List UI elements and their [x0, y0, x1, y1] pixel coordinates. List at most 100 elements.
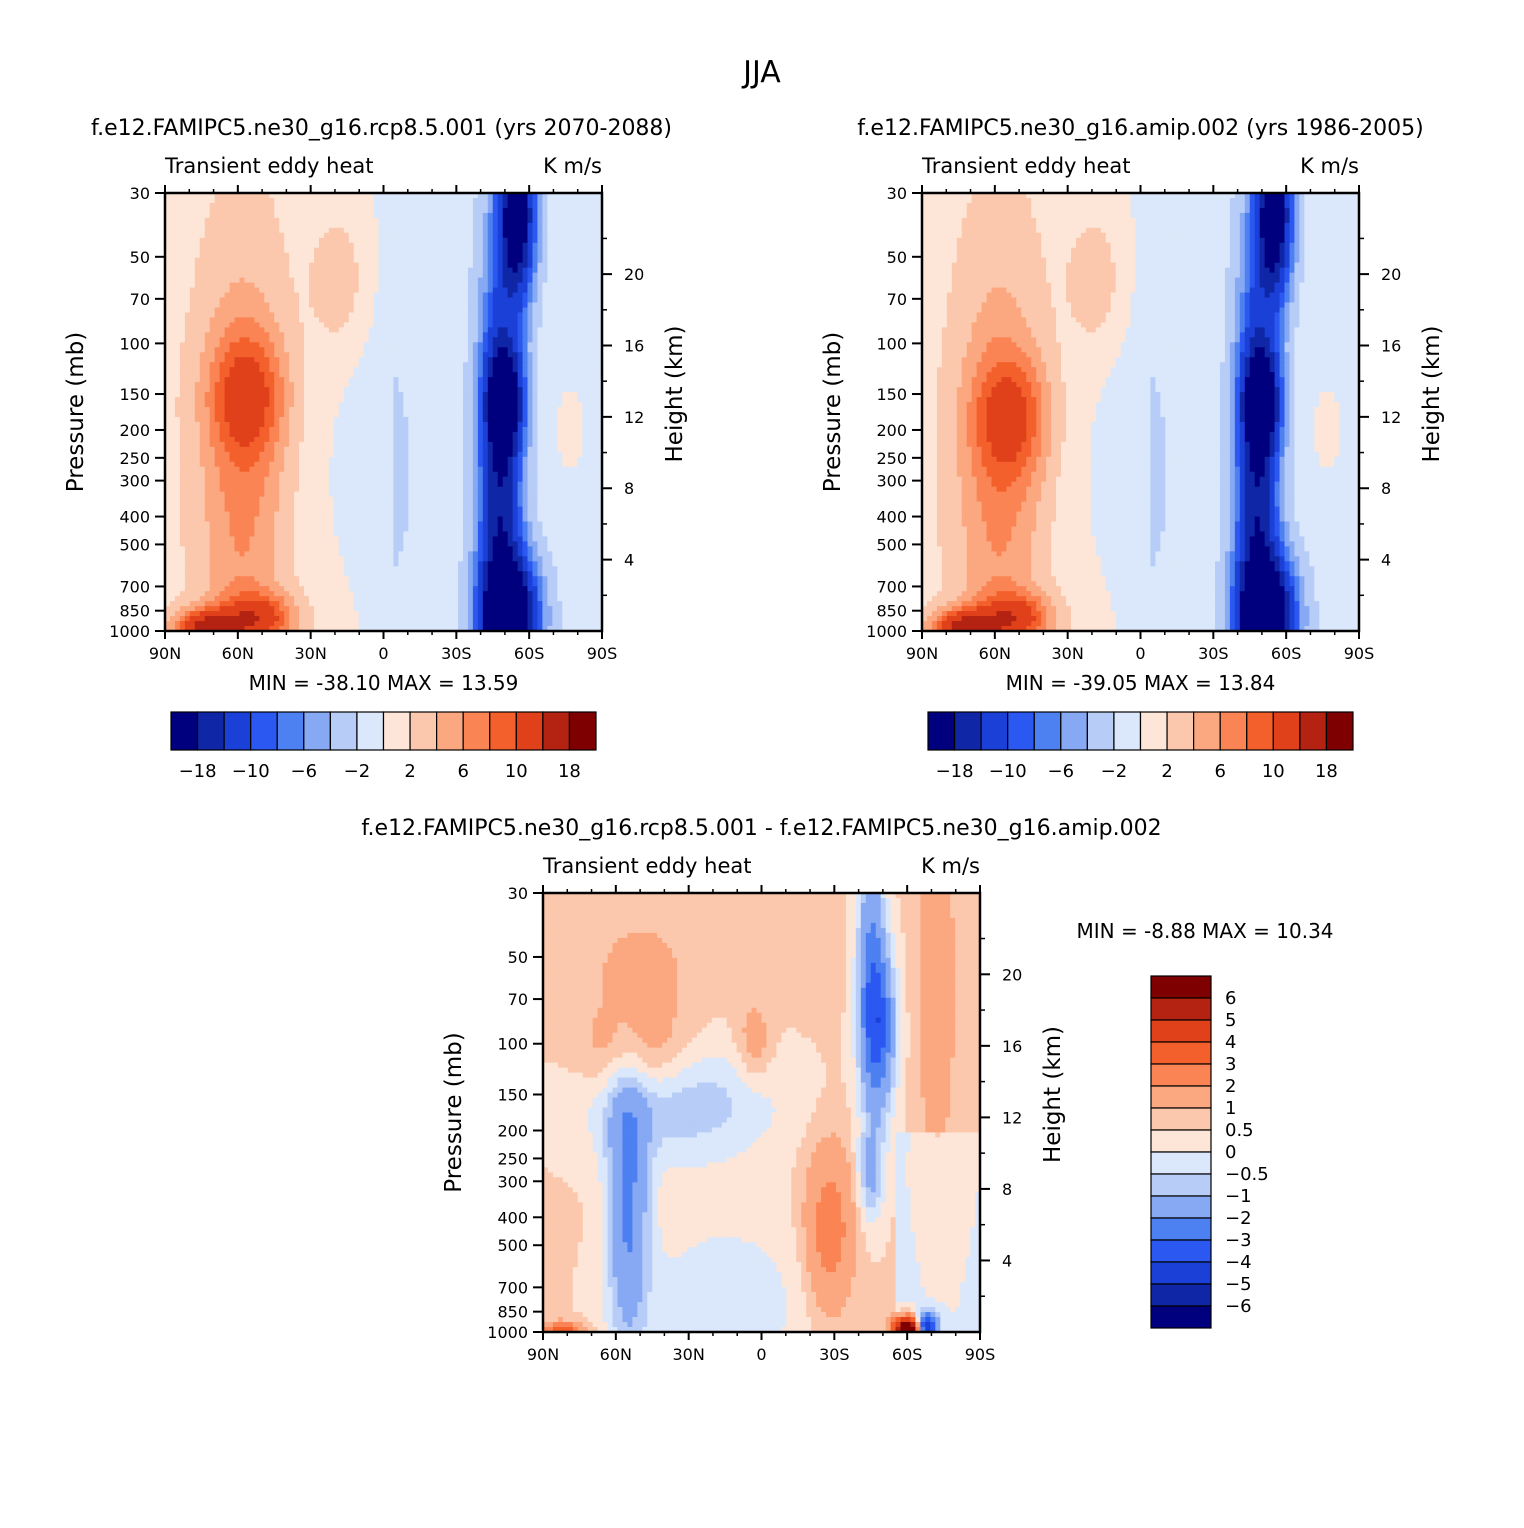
contour-cell: [438, 337, 444, 343]
contour-cell: [328, 466, 335, 473]
contour-cell: [328, 332, 335, 338]
contour-cell: [219, 267, 226, 274]
contour-cell: [269, 352, 275, 358]
contour-cell: [557, 436, 563, 443]
contour-cell: [284, 262, 290, 269]
contour-cell: [393, 222, 399, 229]
contour-cell: [398, 357, 404, 363]
contour-cell: [453, 272, 459, 279]
contour-cell: [378, 222, 385, 229]
contour-cell: [368, 407, 375, 413]
contour-cell: [482, 193, 489, 199]
contour-cell: [532, 237, 539, 244]
contour-cell: [552, 217, 558, 224]
contour-cell: [482, 332, 489, 338]
contour-cell: [309, 421, 315, 428]
contour-cell: [413, 382, 419, 388]
contour-cell: [244, 446, 251, 453]
contour-cell: [413, 267, 419, 274]
contour-cell: [313, 327, 320, 333]
contour-cell: [562, 232, 568, 239]
contour-cell: [264, 197, 270, 204]
contour-cell: [234, 197, 241, 204]
contour-cell: [587, 287, 593, 294]
contour-cell: [522, 322, 529, 328]
contour-cell: [249, 402, 255, 408]
contour-cell: [219, 292, 226, 299]
contour-cell: [527, 212, 534, 219]
contour-cell: [343, 212, 350, 219]
contour-cell: [567, 222, 573, 229]
contour-cell: [517, 193, 524, 199]
contour-cell: [423, 392, 429, 398]
contour-cell: [279, 202, 285, 209]
contour-cell: [512, 367, 519, 373]
contour-cell: [338, 436, 345, 443]
contour-cell: [462, 242, 469, 249]
contour-cell: [264, 202, 270, 209]
contour-cell: [254, 471, 260, 478]
contour-cell: [219, 392, 226, 398]
contour-cell: [184, 257, 191, 264]
contour-cell: [433, 222, 439, 229]
contour-cell: [189, 456, 196, 463]
contour-cell: [428, 227, 434, 234]
contour-cell: [338, 237, 345, 244]
contour-cell: [537, 347, 544, 353]
contour-cell: [552, 197, 558, 204]
contour-cell: [383, 441, 390, 448]
contour-cell: [294, 446, 300, 453]
contour-cell: [472, 471, 479, 478]
contour-cell: [343, 312, 350, 319]
contour-cell: [194, 387, 201, 393]
contour-cell: [358, 402, 365, 408]
contour-cell: [194, 207, 201, 214]
contour-cell: [279, 297, 285, 304]
contour-cell: [557, 347, 563, 353]
contour-cell: [522, 247, 529, 254]
contour-cell: [527, 292, 534, 299]
contour-cell: [264, 352, 270, 358]
contour-cell: [299, 451, 305, 458]
contour-cell: [582, 337, 588, 343]
contour-cell: [477, 193, 484, 199]
contour-cell: [448, 287, 454, 294]
contour-cell: [165, 202, 171, 209]
contour-cell: [274, 237, 280, 244]
contour-cell: [304, 471, 310, 478]
contour-cell: [279, 416, 285, 423]
contour-cell: [457, 441, 464, 448]
contour-cell: [592, 262, 598, 269]
contour-cell: [309, 292, 315, 299]
contour-cell: [413, 257, 419, 264]
contour-cell: [378, 347, 385, 353]
contour-cell: [264, 451, 270, 458]
contour-cell: [338, 446, 345, 453]
contour-cell: [482, 207, 489, 214]
contour-cell: [482, 227, 489, 234]
contour-cell: [274, 377, 280, 383]
contour-cell: [318, 337, 325, 343]
contour-cell: [338, 431, 345, 438]
contour-cell: [169, 407, 176, 413]
contour-cell: [244, 377, 251, 383]
contour-cell: [184, 197, 191, 204]
contour-cell: [597, 392, 603, 398]
contour-cell: [294, 237, 300, 244]
contour-cell: [264, 466, 270, 473]
contour-cell: [572, 272, 578, 279]
contour-cell: [527, 272, 534, 279]
contour-cell: [482, 446, 489, 453]
contour-cell: [577, 307, 583, 314]
contour-cell: [189, 297, 196, 304]
contour-cell: [453, 202, 459, 209]
contour-cell: [507, 446, 514, 453]
contour-cell: [562, 262, 568, 269]
contour-cell: [169, 267, 176, 274]
contour-cell: [189, 227, 196, 234]
contour-cell: [174, 217, 181, 224]
contour-cell: [562, 426, 568, 433]
contour-cell: [557, 212, 563, 219]
contour-cell: [383, 217, 390, 224]
contour-cell: [368, 252, 375, 259]
